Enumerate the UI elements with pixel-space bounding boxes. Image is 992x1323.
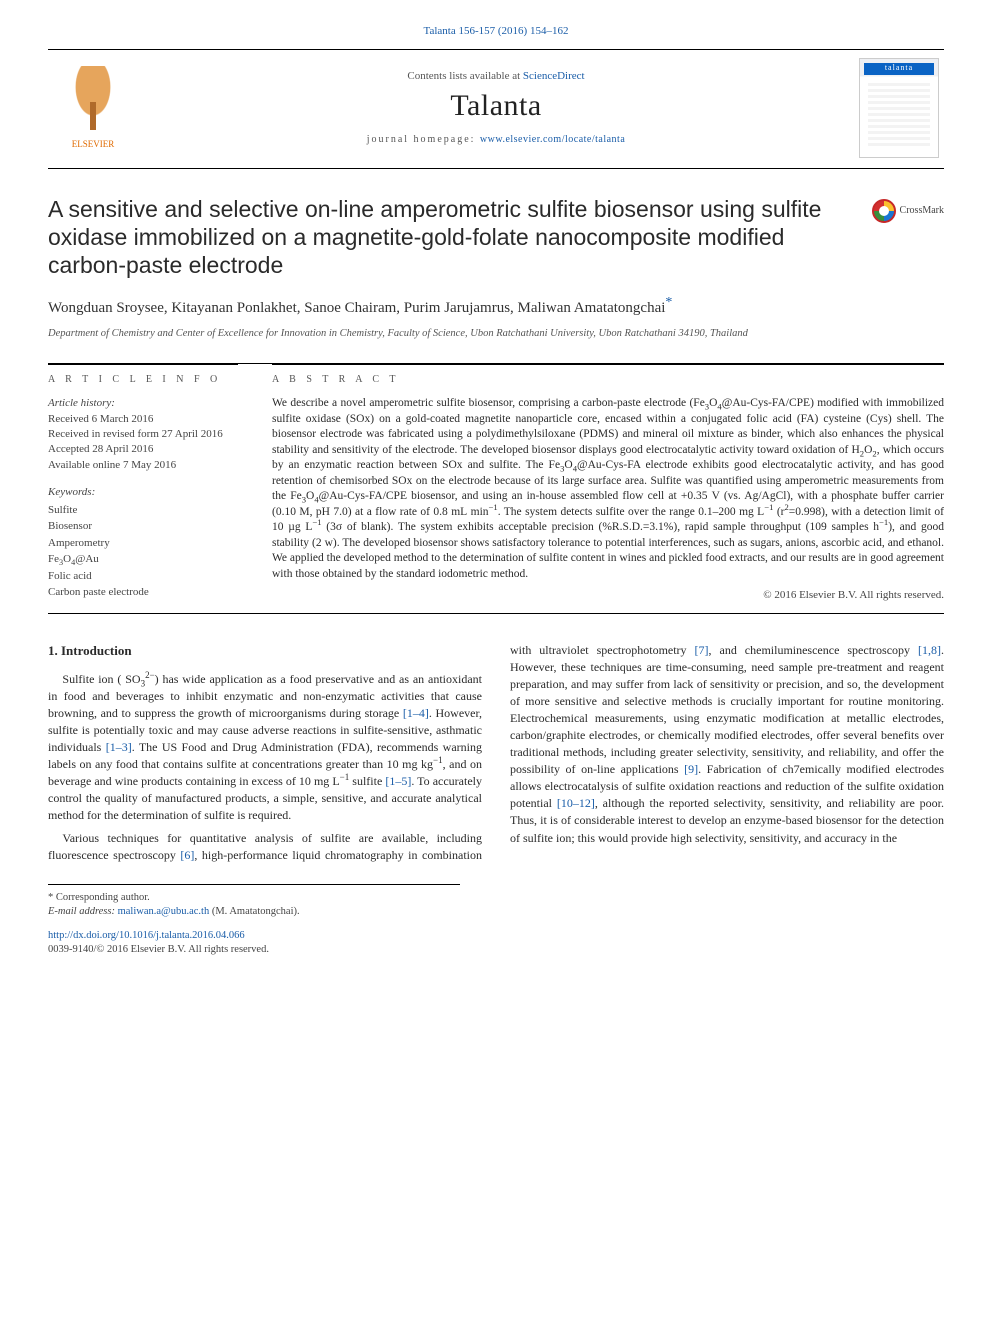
contents-line: Contents lists available at ScienceDirec… <box>154 69 838 84</box>
corr-label: * Corresponding author. <box>48 891 460 905</box>
crossmark-label: CrossMark <box>900 204 944 218</box>
publisher-logo: ELSEVIER <box>48 66 138 150</box>
doi-footer: http://dx.doi.org/10.1016/j.talanta.2016… <box>48 929 944 957</box>
keyword: Sulfite <box>48 504 77 516</box>
article-info-column: A R T I C L E I N F O Article history: R… <box>48 364 238 604</box>
corr-email-paren: (M. Amatatongchai). <box>209 906 299 917</box>
crossmark-icon <box>872 199 896 223</box>
ref-link[interactable]: [1–5] <box>385 774 411 788</box>
keywords-label: Keywords: <box>48 485 238 500</box>
author-list: Wongduan Sroysee, Kitayanan Ponlakhet, S… <box>48 293 944 319</box>
section-heading-introduction: 1. Introduction <box>48 642 482 660</box>
keyword: Carbon paste electrode <box>48 586 149 598</box>
cover-body-placeholder <box>868 83 930 149</box>
email-label: E-mail address: <box>48 906 118 917</box>
journal-homepage-link[interactable]: www.elsevier.com/locate/talanta <box>480 134 625 145</box>
ref-link[interactable]: [10–12] <box>557 796 595 810</box>
doi-link[interactable]: http://dx.doi.org/10.1016/j.talanta.2016… <box>48 930 245 941</box>
article-info-label: A R T I C L E I N F O <box>48 373 238 387</box>
keyword: Amperometry <box>48 537 110 549</box>
elsevier-tree-icon <box>63 66 123 136</box>
abstract-label: A B S T R A C T <box>272 373 944 387</box>
publisher-logo-label: ELSEVIER <box>72 138 115 150</box>
abstract-text: We describe a novel amperometric sulfite… <box>272 396 944 582</box>
crossmark-badge[interactable]: CrossMark <box>872 199 944 223</box>
journal-cover-thumb: talanta <box>854 58 944 158</box>
corresponding-author-marker: * <box>665 295 672 310</box>
keyword: Fe3O4@Au <box>48 553 99 565</box>
ref-link[interactable]: [1–4] <box>403 706 429 720</box>
info-abstract-row: A R T I C L E I N F O Article history: R… <box>48 363 944 615</box>
sciencedirect-link[interactable]: ScienceDirect <box>523 70 585 82</box>
journal-homepage-line: journal homepage: www.elsevier.com/locat… <box>154 133 838 147</box>
article-title: A sensitive and selective on-line ampero… <box>48 195 838 279</box>
issn-copyright: 0039-9140/© 2016 Elsevier B.V. All right… <box>48 944 269 955</box>
ref-link[interactable]: [1–3] <box>106 740 132 754</box>
ref-link[interactable]: [6] <box>180 848 194 862</box>
ref-link[interactable]: [7] <box>695 643 709 657</box>
running-head: Talanta 156-157 (2016) 154–162 <box>48 24 944 39</box>
abstract-copyright: © 2016 Elsevier B.V. All rights reserved… <box>272 588 944 603</box>
journal-masthead: ELSEVIER Contents lists available at Sci… <box>48 49 944 169</box>
ref-link[interactable]: [1,8] <box>918 643 941 657</box>
author-affiliation: Department of Chemistry and Center of Ex… <box>48 327 838 341</box>
article-body: 1. Introduction Sulfite ion ( SO32−) has… <box>48 642 944 864</box>
keyword: Biosensor <box>48 520 92 532</box>
keyword: Folic acid <box>48 570 92 582</box>
corresponding-author-footnote: * Corresponding author. E-mail address: … <box>48 884 460 919</box>
intro-paragraph: Sulfite ion ( SO32−) has wide applicatio… <box>48 671 482 824</box>
keywords-list: Sulfite Biosensor Amperometry Fe3O4@Au F… <box>48 502 238 601</box>
running-head-link[interactable]: Talanta 156-157 (2016) 154–162 <box>424 25 569 37</box>
cover-title-bar: talanta <box>864 63 934 75</box>
article-history: Article history: Received 6 March 2016 R… <box>48 396 238 473</box>
article-header: CrossMark A sensitive and selective on-l… <box>48 195 944 341</box>
journal-name: Talanta <box>154 86 838 127</box>
abstract-column: A B S T R A C T We describe a novel ampe… <box>272 364 944 604</box>
corr-email-link[interactable]: maliwan.a@ubu.ac.th <box>118 906 210 917</box>
ref-link[interactable]: [9] <box>684 762 698 776</box>
